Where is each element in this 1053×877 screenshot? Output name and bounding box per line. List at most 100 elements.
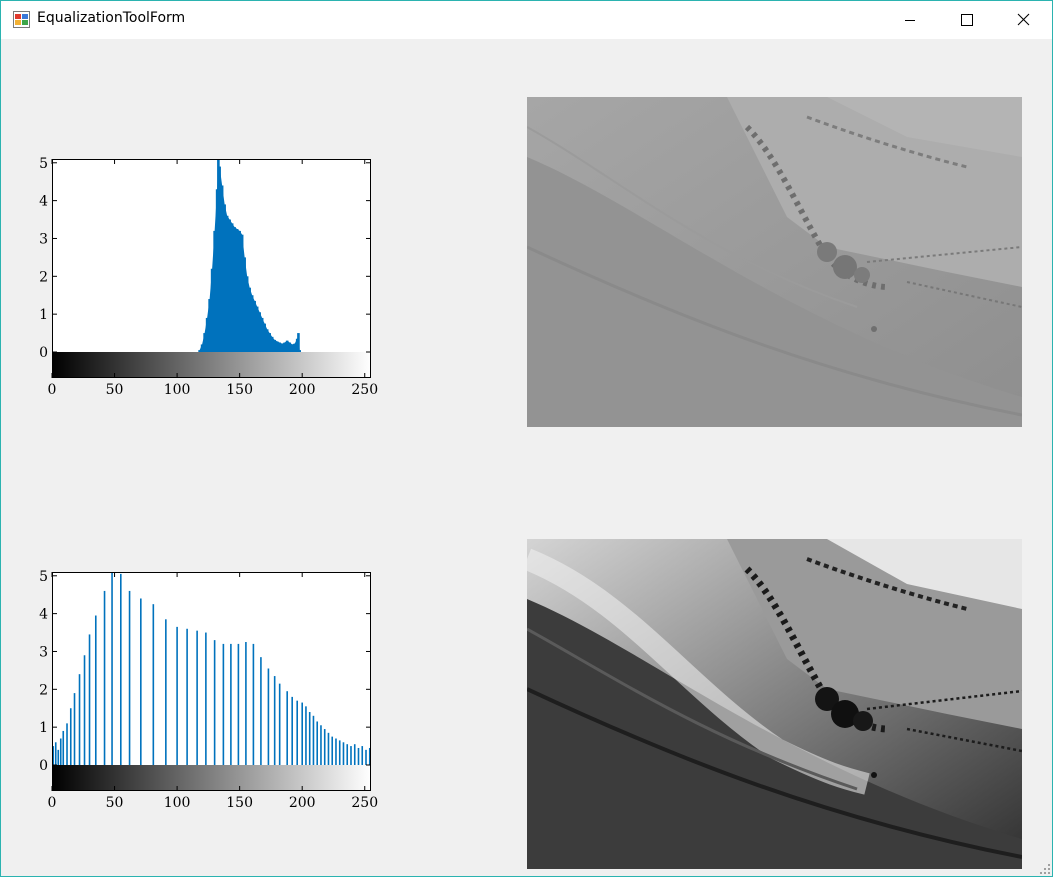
minimize-icon [905,20,915,21]
histogram-bar [316,721,319,765]
y-tick-label: 0 [39,345,48,361]
histogram-bar [66,723,68,765]
x-tick-label: 250 [351,382,378,398]
histogram-bar [342,742,345,765]
histogram-bar [320,725,322,765]
minimize-button[interactable] [887,1,933,39]
histogram-bar [365,749,367,765]
histogram-bar [252,643,255,765]
histogram-bar [57,749,60,765]
histogram-bar [52,746,55,765]
window-title: EqualizationToolForm [37,10,186,26]
x-tick-label: 150 [226,382,253,398]
y-tick-label: 5 [39,569,48,585]
y-tick-label: 1 [39,720,48,736]
histogram-bar [230,643,232,765]
grayscale-colorbar [52,352,371,378]
histogram-bar [353,744,356,765]
histogram-bar [312,715,315,765]
x-tick-label: 50 [106,382,124,398]
histogram-bar [368,747,371,765]
landscape-image [527,539,1022,869]
histogram-bar [83,655,86,765]
histogram-bar [327,732,330,765]
histogram-bar [111,572,113,765]
x-tick-label: 200 [289,795,316,811]
histogram-bar [196,630,198,765]
histogram-bar [186,628,188,765]
histogram-bar [222,643,225,765]
y-tick-label: 5 [39,156,48,172]
x-tick-label: 150 [226,795,253,811]
y-tick-label: 1 [39,307,48,323]
histogram-bar [88,634,91,765]
close-button[interactable] [999,1,1045,39]
histogram-bar [205,632,207,765]
maximize-button[interactable] [943,1,989,39]
histogram-bar [273,676,276,765]
histogram-bar [350,746,352,765]
histogram-bar [357,747,360,765]
histogram-bar [291,696,293,765]
equalized-histogram: 0 1 2 3 4 5 0 50 100 150 200 250 [29,559,391,819]
y-tick-label: 4 [39,607,48,623]
title-bar[interactable]: EqualizationToolForm [1,1,1052,39]
original-histogram: 0 1 2 3 4 5 0 50 100 150 200 250 [29,146,391,406]
x-tick-label: 0 [48,795,57,811]
histogram-bar [62,730,65,765]
histogram-bar [267,668,270,765]
histogram-bar [152,604,155,765]
histogram-bar [103,590,106,765]
y-tick-label: 3 [39,644,48,660]
histogram-bar [176,626,178,765]
histogram-bar [308,712,311,765]
maximize-icon [961,14,973,26]
histogram-bar [296,700,298,765]
axes-frame [52,159,371,378]
histogram-bar [286,691,288,765]
y-tick-label: 0 [39,758,48,774]
app-icon [13,11,30,28]
histogram-bar [213,640,216,765]
histogram-bar [120,573,122,765]
x-tick-label: 100 [164,382,191,398]
plot-area [52,572,371,765]
histogram-bar [73,693,76,765]
histogram-bar [245,642,247,765]
histogram-bar [323,729,326,765]
histogram-bar [94,615,97,765]
y-tick-label: 2 [39,269,48,285]
histogram-bar [54,742,57,765]
y-tick-label: 3 [39,231,48,247]
close-icon [1017,13,1030,26]
landscape-image [527,97,1022,427]
histogram-bar [301,702,303,765]
histogram-bar [278,683,281,765]
histogram-bar [165,619,167,765]
y-tick-label: 4 [39,194,48,210]
histogram-bar [361,746,364,765]
histogram-bar [128,590,131,765]
histogram-area [199,159,300,352]
y-tick-label: 2 [39,682,48,698]
histogram-bar [78,674,81,765]
histogram-bar [59,738,62,765]
histogram-bar [260,657,262,765]
original-image [527,97,1022,427]
x-tick-label: 200 [289,382,316,398]
histogram-bar [69,708,72,765]
x-tick-label: 50 [106,795,124,811]
histogram-bar [305,706,307,765]
axes-frame [52,572,371,791]
x-tick-label: 0 [48,382,57,398]
equalized-image [527,539,1022,869]
histogram-bar [346,744,349,765]
resize-grip-icon[interactable] [1039,863,1051,875]
x-tick-label: 100 [164,795,191,811]
histogram-bar [331,736,334,765]
histogram-bar [140,598,142,765]
x-tick-label: 250 [351,795,378,811]
